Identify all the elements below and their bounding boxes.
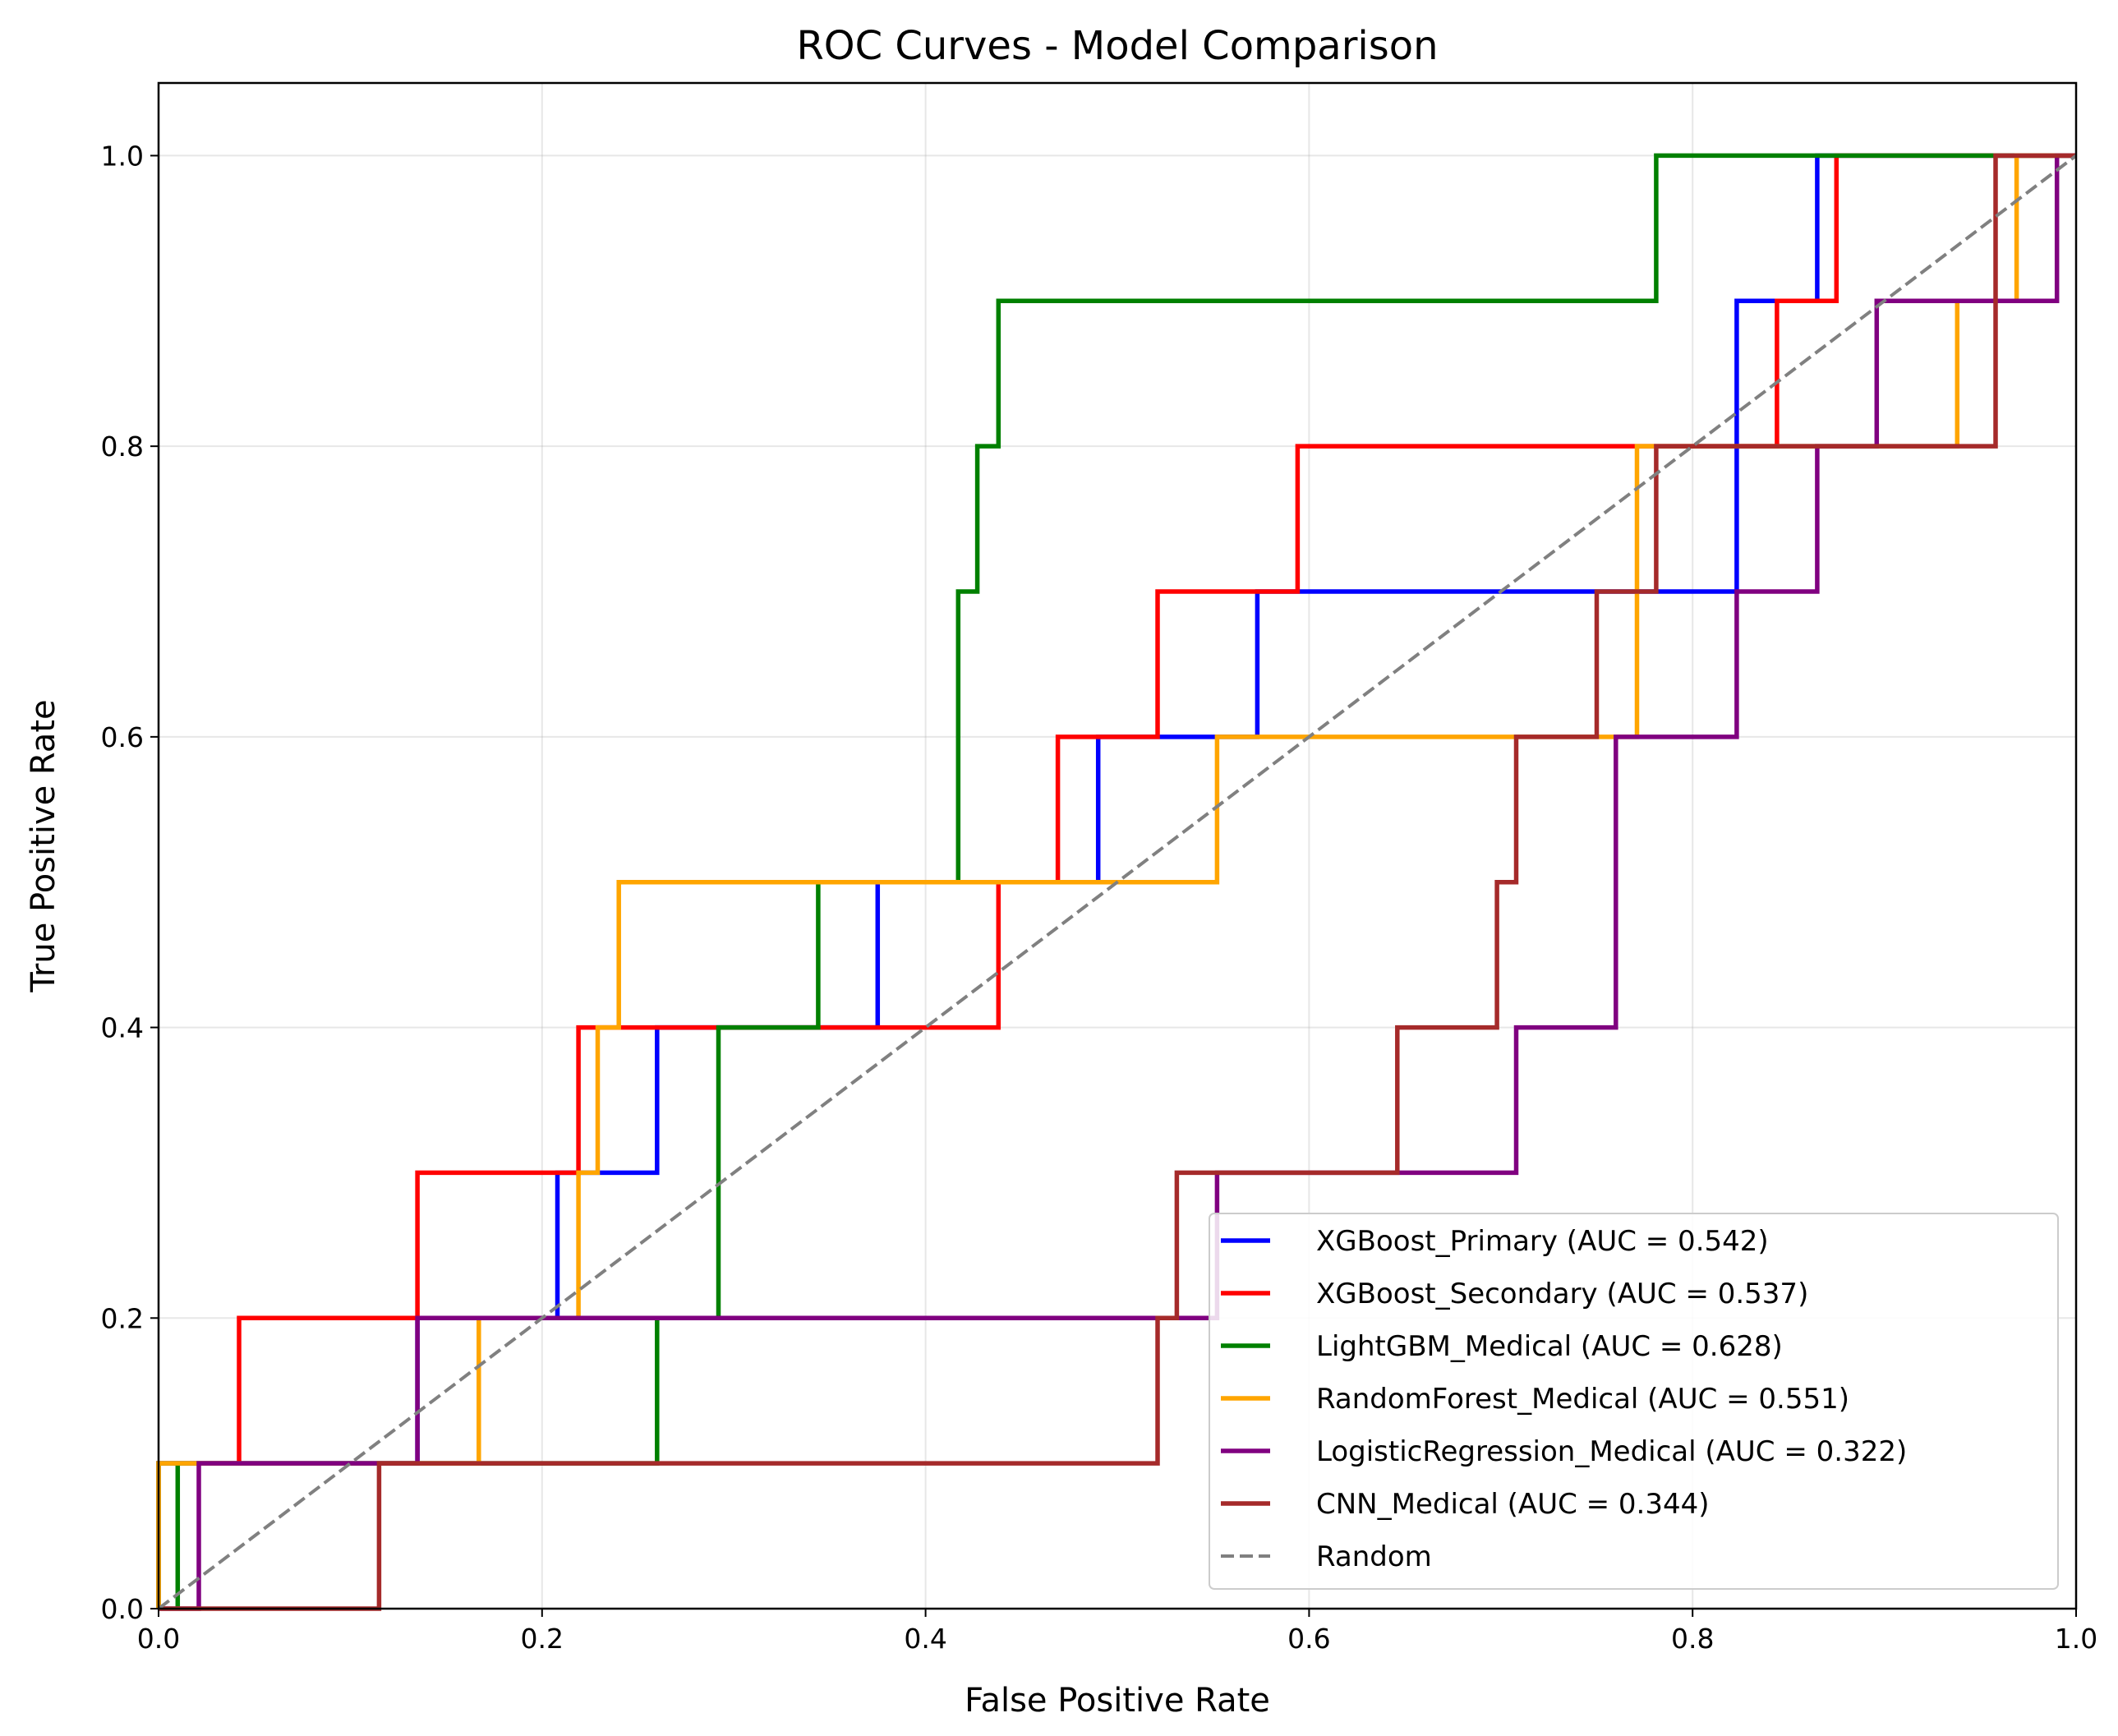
y-axis-title: True Positive Rate bbox=[25, 699, 62, 992]
legend-label-0: XGBoost_Primary (AUC = 0.542) bbox=[1316, 1225, 1769, 1258]
chart-title: ROC Curves - Model Comparison bbox=[796, 23, 1438, 69]
series-lines bbox=[156, 153, 2078, 1611]
legend-label-5: CNN_Medical (AUC = 0.344) bbox=[1316, 1488, 1710, 1521]
x-tick-label: 0.4 bbox=[904, 1623, 946, 1655]
series-line-2 bbox=[156, 153, 2076, 1609]
series-line-5 bbox=[159, 153, 2076, 1611]
legend: XGBoost_Primary (AUC = 0.542) XGBoost_Sec… bbox=[1209, 1213, 2059, 1590]
y-tick-label: 0.2 bbox=[101, 1302, 144, 1334]
x-tick-label: 0.8 bbox=[1671, 1623, 1714, 1655]
x-tick-label: 0.2 bbox=[521, 1623, 564, 1655]
legend-box bbox=[1209, 1213, 2059, 1590]
y-tick-label: 0.8 bbox=[101, 431, 144, 463]
legend-label-6: Random bbox=[1316, 1540, 1432, 1573]
axis-ticks: 0.0 0.2 0.4 0.6 0.8 1.0 0.0 0.2 0.4 0.6 0.8 1.0 bbox=[101, 140, 2098, 1655]
y-tick-label: 1.0 bbox=[101, 140, 144, 172]
legend-label-2: LightGBM_Medical (AUC = 0.628) bbox=[1316, 1330, 1783, 1363]
x-axis-title: False Positive Rate bbox=[965, 1682, 1270, 1720]
legend-label-1: XGBoost_Secondary (AUC = 0.537) bbox=[1316, 1278, 1808, 1310]
x-tick-label: 0.0 bbox=[137, 1623, 180, 1655]
x-tick-label: 1.0 bbox=[2055, 1623, 2097, 1655]
y-tick-label: 0.4 bbox=[101, 1012, 144, 1044]
plot-frame bbox=[157, 81, 2078, 1610]
y-tick-label: 0.6 bbox=[101, 721, 144, 753]
series-line-4 bbox=[159, 153, 2076, 1611]
legend-label-3: RandomForest_Medical (AUC = 0.551) bbox=[1316, 1383, 1849, 1416]
x-tick-label: 0.6 bbox=[1287, 1623, 1330, 1655]
legend-label-4: LogisticRegression_Medical (AUC = 0.322) bbox=[1316, 1435, 1907, 1468]
series-line-6 bbox=[157, 154, 2078, 1610]
y-tick-label: 0.0 bbox=[101, 1593, 144, 1625]
